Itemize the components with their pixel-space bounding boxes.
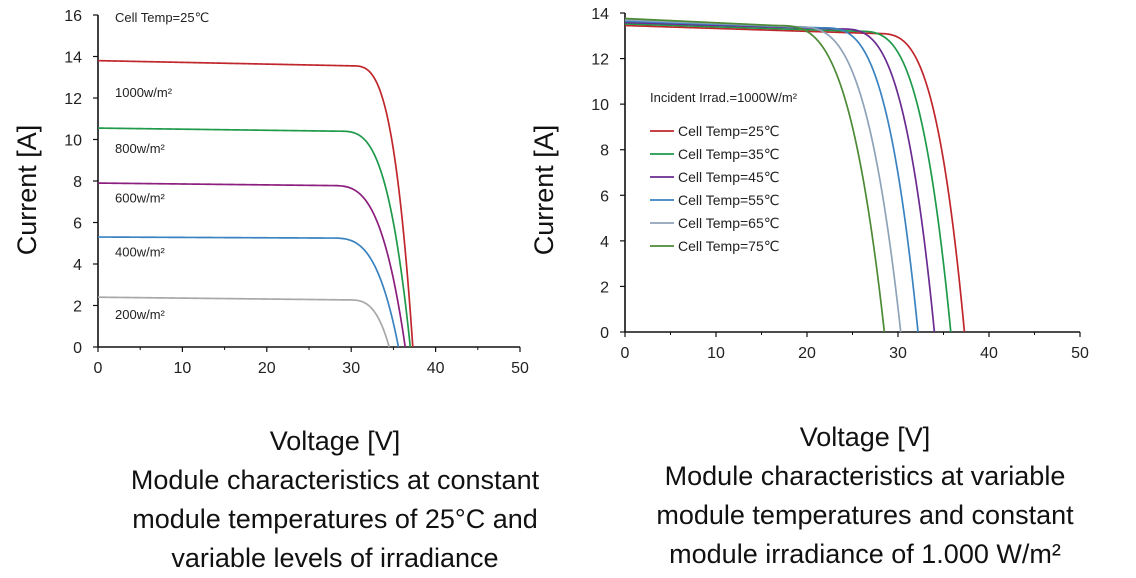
left-y-tick-label: 0 <box>73 340 82 357</box>
right-x-tick-label: 30 <box>889 345 907 362</box>
left-y-tick-label: 8 <box>73 174 82 191</box>
left-y-tick-label: 16 <box>64 8 82 25</box>
right-x-tick-label: 0 <box>621 345 630 362</box>
right-x-axis-label: Voltage [V] <box>799 422 931 452</box>
left-y-tick-label: 10 <box>64 133 82 150</box>
left-caption-block: Voltage [V] Module characteristics at co… <box>70 422 600 578</box>
left-series-line-2 <box>97 127 412 348</box>
right-y-tick-label: 4 <box>600 234 609 251</box>
right-chart: 0 10 20 30 40 50 0 2 4 6 8 10 12 14 Current [A] Inciden… <box>529 6 1089 362</box>
left-caption-line-3: variable levels of irradiance <box>171 543 499 573</box>
right-x-tick-label: 50 <box>1071 345 1089 362</box>
right-caption-line-1: Module characteristics at variable <box>664 461 1066 491</box>
right-caption-line-2: module temperatures and constant <box>656 500 1074 530</box>
right-legend-label-3: Cell Temp=45℃ <box>678 169 779 185</box>
left-series-label-1: 1000w/m² <box>115 85 173 100</box>
left-caption-line-1: Module characteristics at constant <box>130 465 540 495</box>
right-caption-block: Voltage [V] Module characteristics at va… <box>600 418 1130 574</box>
left-y-tick-label: 4 <box>73 257 82 274</box>
right-x-tick-label: 40 <box>980 345 998 362</box>
left-series-line-4 <box>98 236 400 348</box>
right-y-tick-label: 0 <box>600 325 609 342</box>
right-x-tick-label: 10 <box>707 345 725 362</box>
right-y-tick-label: 14 <box>591 6 609 23</box>
right-y-tick-label: 12 <box>591 52 609 69</box>
left-chart: 0 10 20 30 40 50 0 2 4 6 8 10 12 14 16 Current [A] Cell … <box>12 8 529 377</box>
left-x-tick-label: 0 <box>94 360 103 377</box>
left-y-tick-label: 14 <box>64 50 82 67</box>
left-caption-line-2: module temperatures of 25°C and <box>132 504 538 534</box>
right-series-line-2 <box>624 23 952 333</box>
right-y-tick-label: 8 <box>600 143 609 160</box>
left-series-label-3: 600w/m² <box>115 191 166 206</box>
right-y-tick-label: 2 <box>600 279 609 296</box>
right-legend-label-6: Cell Temp=75℃ <box>678 238 779 254</box>
right-y-axis-label: Current [A] <box>529 125 559 256</box>
left-x-tick-label: 50 <box>511 360 529 377</box>
left-y-tick-label: 12 <box>64 91 82 108</box>
left-annotation: Cell Temp=25℃ <box>115 10 209 25</box>
right-series-line-6 <box>624 17 886 333</box>
left-x-tick-label: 20 <box>258 360 276 377</box>
right-legend-label-1: Cell Temp=25℃ <box>678 123 779 139</box>
right-legend-label-2: Cell Temp=35℃ <box>678 146 779 162</box>
left-y-tick-label: 2 <box>73 299 82 316</box>
right-annotation: Incident Irrad.=1000W/m² <box>650 90 798 105</box>
left-series-label-5: 200w/m² <box>115 307 166 322</box>
left-x-tick-label: 40 <box>427 360 445 377</box>
left-series-line-5 <box>97 296 390 348</box>
right-legend-label-5: Cell Temp=65℃ <box>678 215 779 231</box>
left-series-line-3 <box>97 182 407 348</box>
left-series-line-1 <box>97 59 414 348</box>
left-y-axis-label: Current [A] <box>12 125 42 256</box>
right-series-line-1 <box>624 24 966 333</box>
left-x-tick-label: 30 <box>342 360 360 377</box>
left-series-label-2: 800w/m² <box>115 141 166 156</box>
right-caption-line-3: module irradiance of 1.000 W/m² <box>669 539 1061 569</box>
right-legend-label-4: Cell Temp=55℃ <box>678 192 779 208</box>
left-y-tick-label: 6 <box>73 216 82 233</box>
right-x-tick-label: 20 <box>798 345 816 362</box>
right-y-tick-label: 6 <box>600 188 609 205</box>
right-y-tick-label: 10 <box>591 97 609 114</box>
left-x-tick-label: 10 <box>174 360 192 377</box>
left-series-label-4: 400w/m² <box>115 245 166 260</box>
left-x-axis-label: Voltage [V] <box>269 426 401 456</box>
